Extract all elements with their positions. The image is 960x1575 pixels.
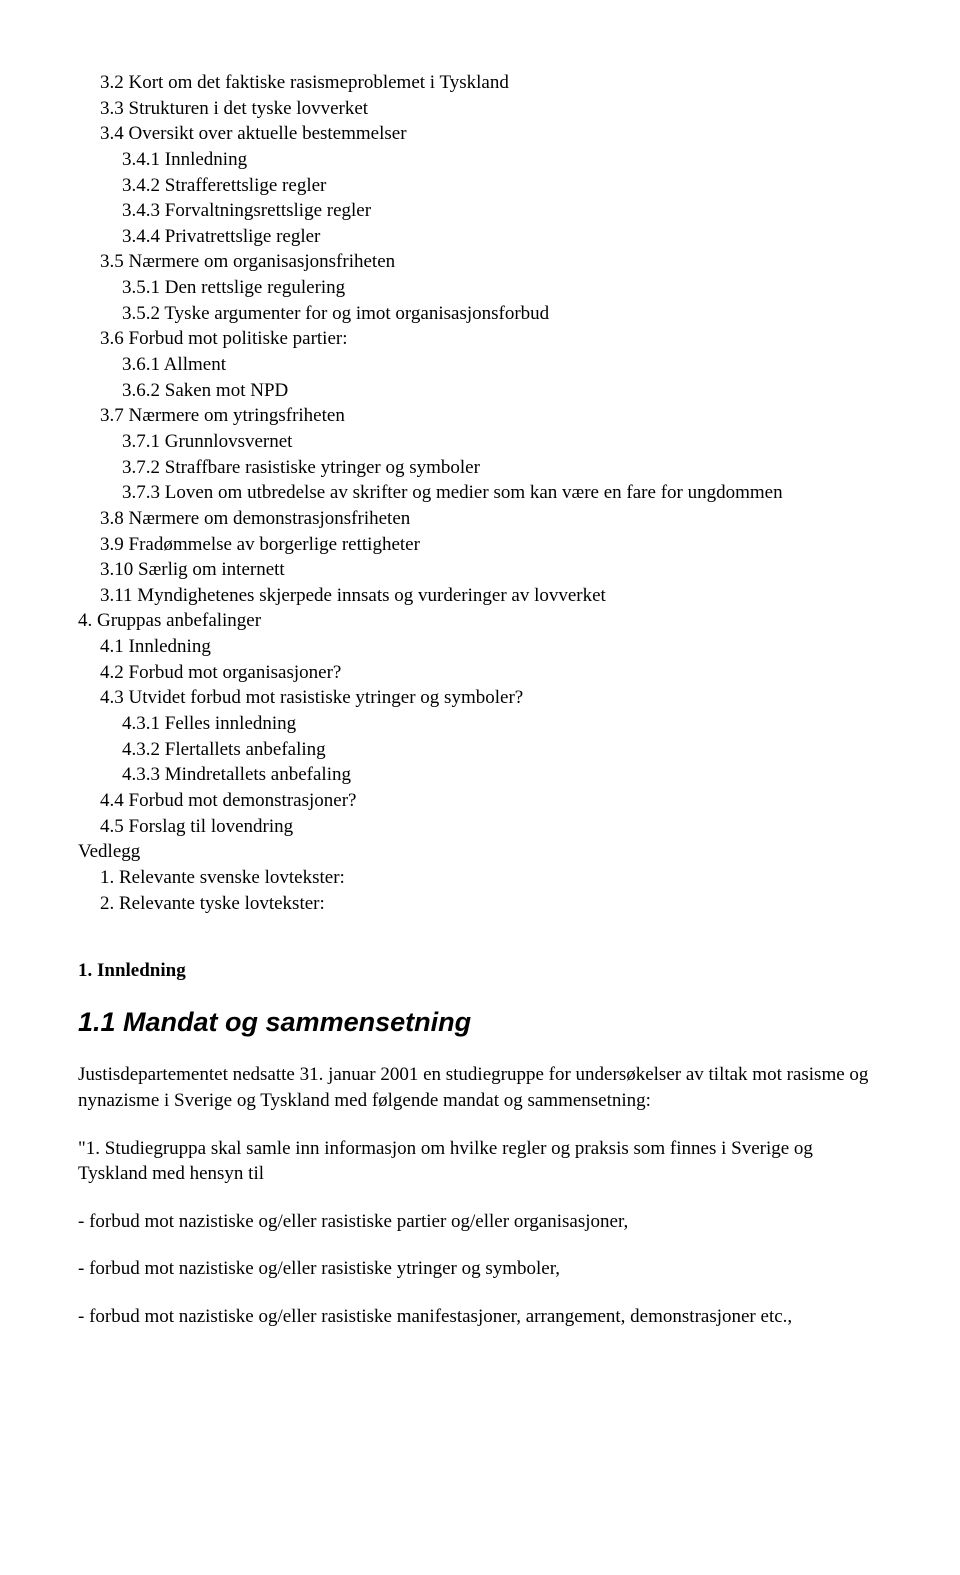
toc-3-4: 3.4 Oversikt over aktuelle bestemmelser [78, 121, 882, 147]
toc-3-5-2: 3.5.2 Tyske argumenter for og imot organ… [78, 301, 882, 327]
toc-4-3-2: 4.3.2 Flertallets anbefaling [78, 737, 882, 763]
toc-vedlegg-2: 2. Relevante tyske lovtekster: [78, 891, 882, 917]
toc-4-3-3: 4.3.3 Mindretallets anbefaling [78, 762, 882, 788]
toc-4-1: 4.1 Innledning [78, 634, 882, 660]
toc-4: 4. Gruppas anbefalinger [78, 608, 882, 634]
toc-3-4-2: 3.4.2 Strafferettslige regler [78, 173, 882, 199]
toc-3-11: 3.11 Myndighetenes skjerpede innsats og … [78, 583, 882, 609]
toc-3-6: 3.6 Forbud mot politiske partier: [78, 326, 882, 352]
bullet-3: - forbud mot nazistiske og/eller rasisti… [78, 1304, 882, 1330]
toc-3-7: 3.7 Nærmere om ytringsfriheten [78, 403, 882, 429]
toc-3-7-2: 3.7.2 Straffbare rasistiske ytringer og … [78, 455, 882, 481]
toc-3-4-3: 3.4.3 Forvaltningsrettslige regler [78, 198, 882, 224]
toc-3-4-4: 3.4.4 Privatrettslige regler [78, 224, 882, 250]
toc-4-5: 4.5 Forslag til lovendring [78, 814, 882, 840]
paragraph-intro: Justisdepartementet nedsatte 31. januar … [78, 1062, 882, 1113]
toc-vedlegg-1: 1. Relevante svenske lovtekster: [78, 865, 882, 891]
toc-3-5-1: 3.5.1 Den rettslige regulering [78, 275, 882, 301]
toc-3-9: 3.9 Fradømmelse av borgerlige rettighete… [78, 532, 882, 558]
toc-3-8: 3.8 Nærmere om demonstrasjonsfriheten [78, 506, 882, 532]
toc-3-2: 3.2 Kort om det faktiske rasismeprobleme… [78, 70, 882, 96]
toc-vedlegg: Vedlegg [78, 839, 882, 865]
toc-3-7-1: 3.7.1 Grunnlovsvernet [78, 429, 882, 455]
paragraph-quote-1: "1. Studiegruppa skal samle inn informas… [78, 1136, 882, 1187]
toc-3-6-2: 3.6.2 Saken mot NPD [78, 378, 882, 404]
bullet-2: - forbud mot nazistiske og/eller rasisti… [78, 1256, 882, 1282]
toc-3-4-1: 3.4.1 Innledning [78, 147, 882, 173]
toc-4-2: 4.2 Forbud mot organisasjoner? [78, 660, 882, 686]
toc-3-10: 3.10 Særlig om internett [78, 557, 882, 583]
heading-1-innledning: 1. Innledning [78, 958, 882, 984]
toc-3-3: 3.3 Strukturen i det tyske lovverket [78, 96, 882, 122]
toc-3-6-1: 3.6.1 Allment [78, 352, 882, 378]
bullet-1: - forbud mot nazistiske og/eller rasisti… [78, 1209, 882, 1235]
toc-4-3-1: 4.3.1 Felles innledning [78, 711, 882, 737]
toc-4-4: 4.4 Forbud mot demonstrasjoner? [78, 788, 882, 814]
heading-1-1-mandat: 1.1 Mandat og sammensetning [78, 1004, 882, 1040]
toc-4-3: 4.3 Utvidet forbud mot rasistiske ytring… [78, 685, 882, 711]
toc-3-5: 3.5 Nærmere om organisasjonsfriheten [78, 249, 882, 275]
toc-3-7-3: 3.7.3 Loven om utbredelse av skrifter og… [78, 480, 882, 506]
